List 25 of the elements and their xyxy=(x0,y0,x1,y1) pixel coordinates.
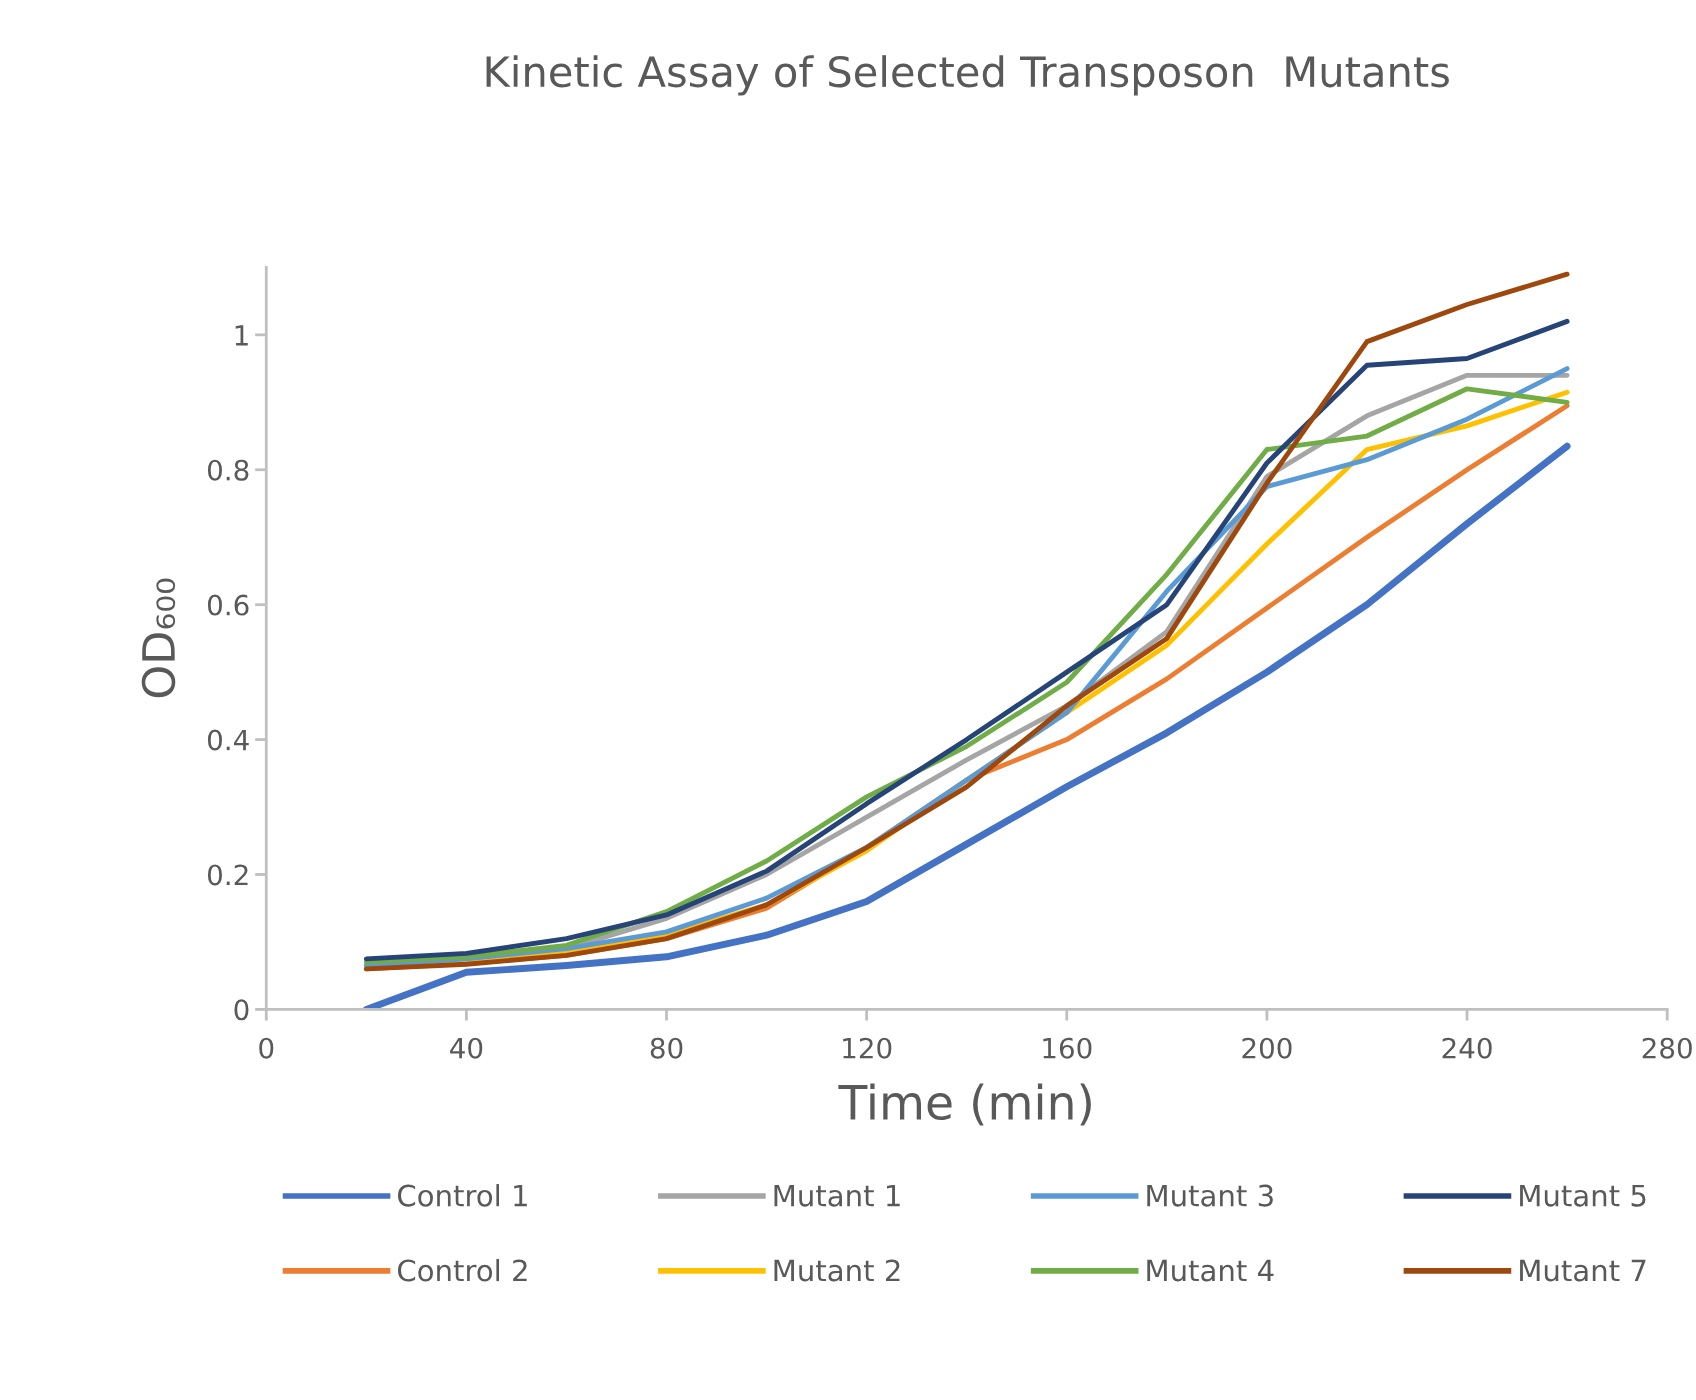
legend-label: Control 2 xyxy=(397,1258,527,1282)
x-axis-title: Time (min) xyxy=(838,1083,1091,1126)
legend-label: Mutant 5 xyxy=(1520,1184,1646,1207)
y-tick-label: 0.4 xyxy=(207,729,249,751)
x-tick-label: 0 xyxy=(259,1037,274,1059)
y-tick-label: 0.8 xyxy=(207,459,249,481)
y-tick-label: 0.2 xyxy=(207,864,248,886)
legend-label: Mutant 4 xyxy=(1147,1259,1274,1282)
y-axis-title: OD₆₀₀ xyxy=(141,578,176,698)
x-tick-label: 120 xyxy=(843,1037,892,1059)
x-tick-label: 200 xyxy=(1242,1037,1292,1059)
legend-label: Mutant 2 xyxy=(774,1259,900,1282)
legend-label: Control 1 xyxy=(397,1184,527,1207)
legend-label: Mutant 7 xyxy=(1520,1259,1646,1282)
y-tick-label: 1 xyxy=(235,325,248,346)
legend-label: Mutant 1 xyxy=(774,1184,900,1207)
x-tick-label: 280 xyxy=(1642,1037,1692,1059)
y-tick-label: 0.6 xyxy=(207,594,249,616)
x-tick-label: 40 xyxy=(450,1037,483,1059)
x-tick-label: 240 xyxy=(1442,1037,1492,1059)
y-tick-label: 0 xyxy=(234,999,249,1021)
legend-label: Mutant 3 xyxy=(1147,1184,1273,1207)
x-tick-label: 80 xyxy=(650,1037,683,1059)
chart-title: Kinetic Assay of Selected Transposon Mutants xyxy=(486,55,1449,96)
x-tick-label: 160 xyxy=(1043,1037,1092,1059)
